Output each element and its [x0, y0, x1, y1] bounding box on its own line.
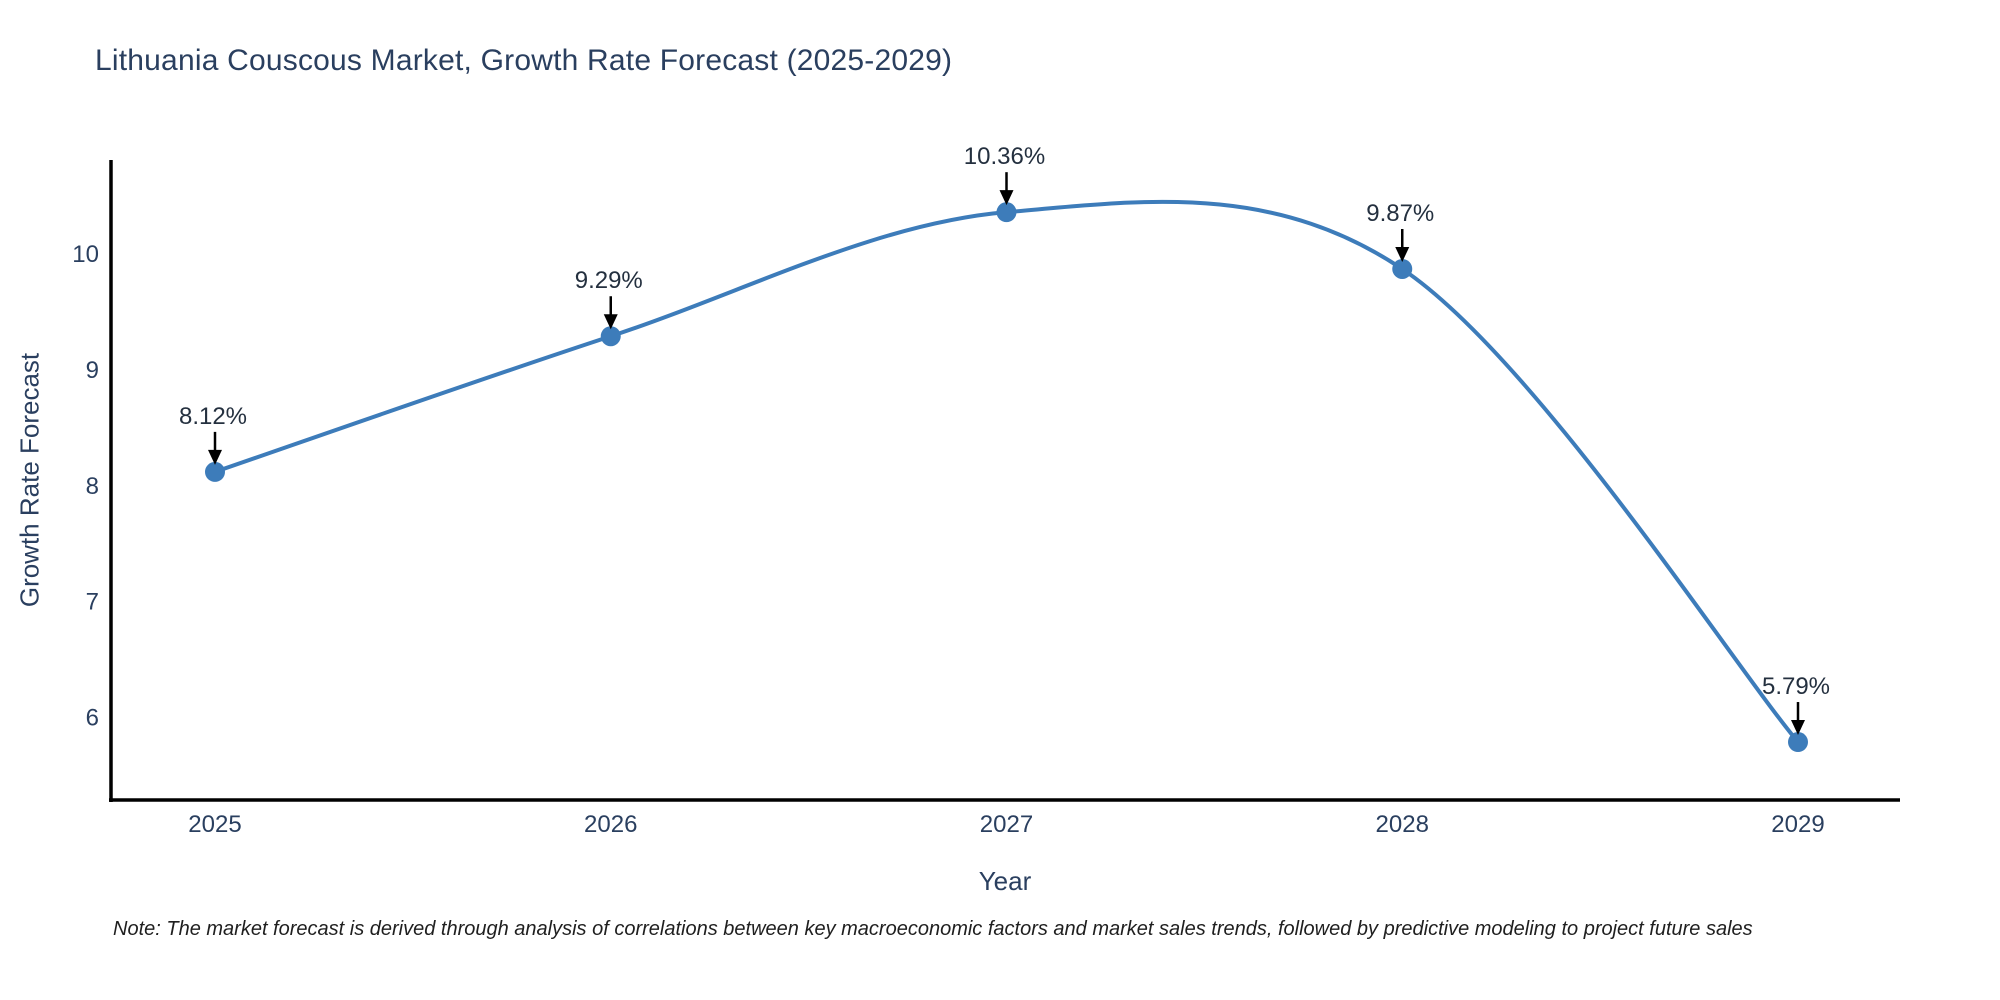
y-tick-label: 9 [86, 357, 99, 384]
annotation-arrowhead [1395, 246, 1410, 262]
data-point-marker[interactable] [1788, 732, 1808, 753]
data-point-marker[interactable] [1392, 258, 1413, 279]
annotation-arrowhead [1791, 720, 1805, 736]
annotation-label: 9.29% [575, 267, 643, 294]
x-tick-label: 2026 [584, 811, 637, 838]
annotation-arrowhead [603, 314, 618, 330]
x-tick-label: 2027 [980, 811, 1033, 838]
annotation-arrowhead [999, 190, 1014, 206]
x-tick-label: 2025 [188, 811, 241, 838]
annotation-label: 8.12% [179, 403, 247, 430]
chart-title: Lithuania Couscous Market, Growth Rate F… [95, 44, 953, 77]
annotation-label: 10.36% [964, 143, 1045, 170]
y-tick-label: 8 [86, 473, 99, 500]
x-tick-label: 2028 [1376, 811, 1429, 838]
y-tick-label: 7 [86, 589, 99, 616]
annotation-arrowhead [208, 449, 222, 465]
data-point-marker[interactable] [996, 202, 1017, 223]
annotation-label: 9.87% [1366, 200, 1434, 227]
data-point-marker[interactable] [205, 461, 225, 482]
annotation-label: 5.79% [1762, 673, 1830, 700]
data-point-marker[interactable] [600, 326, 621, 347]
y-axis-title: Growth Rate Forecast [14, 352, 45, 608]
footnote: Note: The market forecast is derived thr… [113, 918, 1753, 940]
y-tick-label: 10 [72, 241, 99, 268]
x-axis-title: Year [978, 866, 1032, 896]
series-line [213, 199, 1800, 745]
x-tick-label: 2029 [1771, 811, 1824, 838]
y-tick-label: 6 [86, 705, 99, 732]
